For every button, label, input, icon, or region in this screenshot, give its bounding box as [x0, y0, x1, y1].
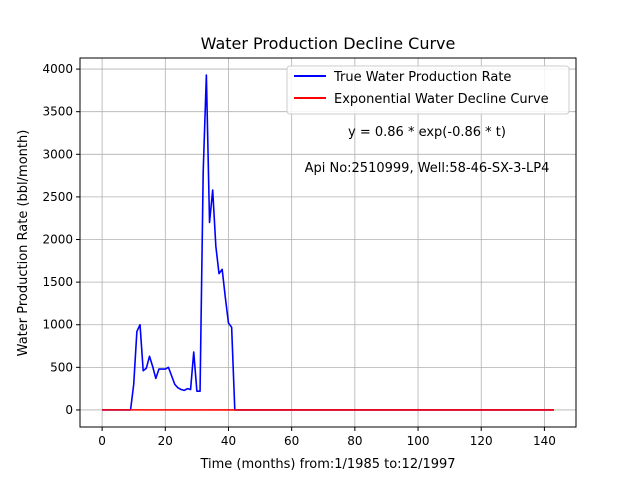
x-tick-label: 60 [284, 434, 299, 448]
y-tick-label: 3000 [42, 147, 73, 161]
legend-label-true-rate: True Water Production Rate [333, 70, 511, 85]
x-tick-label: 120 [470, 434, 493, 448]
equation-annotation: y = 0.86 * exp(-0.86 * t) [348, 125, 506, 140]
tick-layer: 0 20 40 60 80 100 120 140 0 500 1000 1500 2000 2500 30… [42, 62, 555, 448]
x-tick-label: 80 [347, 434, 362, 448]
legend-box [286, 65, 570, 115]
x-tick-label: 0 [98, 434, 106, 448]
legend: True Water Production Rate Exponential W… [286, 65, 570, 115]
y-tick-label: 500 [50, 360, 73, 374]
x-tick-label: 140 [533, 434, 556, 448]
y-tick-label: 2000 [42, 233, 73, 247]
y-tick-label: 1500 [42, 275, 73, 289]
x-tick-label: 100 [407, 434, 430, 448]
y-tick-label: 3500 [42, 105, 73, 119]
y-tick-label: 0 [65, 403, 73, 417]
y-tick-label: 1000 [42, 318, 73, 332]
x-tick-label: 40 [221, 434, 236, 448]
y-tick-label: 4000 [42, 62, 73, 76]
well-annotation: Api No:2510999, Well:58-46-SX-3-LP4 [305, 161, 550, 176]
series-layer [102, 74, 554, 411]
x-tick-label: 20 [158, 434, 173, 448]
x-axis-label: Time (months) from:1/1985 to:12/1997 [199, 457, 455, 472]
y-tick-label: 2500 [42, 190, 73, 204]
plot-frame [79, 57, 577, 428]
chart-title: Water Production Decline Curve [201, 34, 456, 53]
y-axis-label: Water Production Rate (bbl/month) [16, 130, 31, 357]
legend-label-decline-curve: Exponential Water Decline Curve [334, 92, 549, 107]
